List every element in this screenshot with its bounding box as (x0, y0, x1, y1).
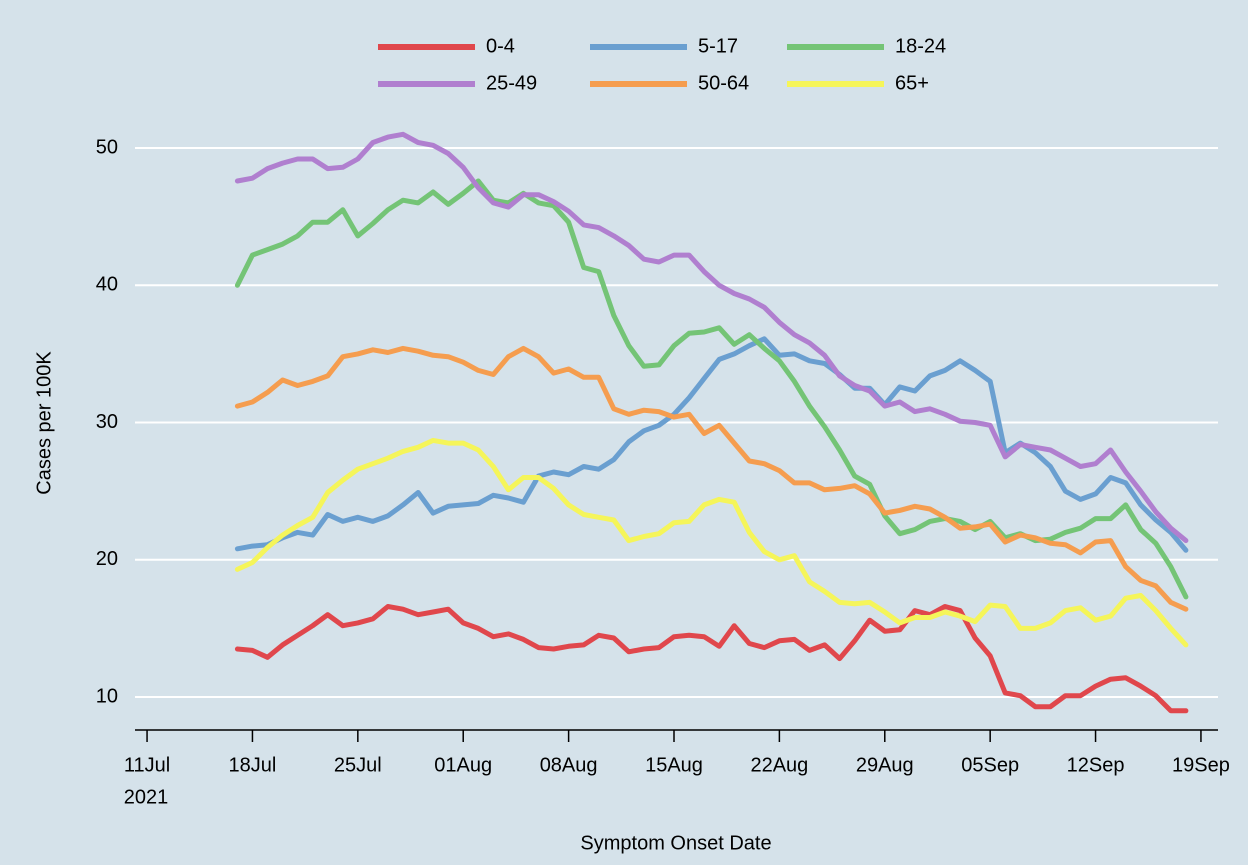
x-tick-label: 12Sep (1067, 754, 1125, 776)
series-line (234, 131, 1189, 544)
x-tick-label: 11Jul (124, 754, 170, 776)
y-axis-label: Cases per 100K (33, 351, 55, 495)
y-tick-label: 10 (96, 685, 118, 707)
x-axis-label: Symptom Onset Date (580, 832, 771, 854)
x-tick-label: 18Jul (229, 754, 277, 776)
y-tick-label: 40 (96, 274, 118, 296)
y-tick-label: 30 (96, 411, 118, 433)
x-tick-label: 08Aug (540, 754, 598, 776)
x-tick-label: 15Aug (645, 754, 703, 776)
x-tick-label: 19Sep (1172, 754, 1230, 776)
x-tick-sublabel: 2021 (124, 786, 169, 808)
x-tick-label: 29Aug (856, 754, 914, 776)
x-tick-label: 01Aug (434, 754, 492, 776)
legend-label: 50-64 (698, 72, 749, 94)
x-tick-label: 25Jul (334, 754, 382, 776)
y-tick-label: 20 (96, 548, 118, 570)
legend-label: 0-4 (486, 35, 515, 57)
x-tick-label: 22Aug (750, 754, 808, 776)
x-tick-label: 05Sep (961, 754, 1019, 776)
legend-label: 18-24 (895, 35, 946, 57)
series-line (234, 604, 1189, 714)
y-tick-label: 50 (96, 136, 118, 158)
legend-label: 65+ (895, 72, 929, 94)
legend-label: 5-17 (698, 35, 738, 57)
series-line (234, 345, 1189, 612)
series-line (234, 437, 1189, 648)
legend-label: 25-49 (486, 72, 537, 94)
